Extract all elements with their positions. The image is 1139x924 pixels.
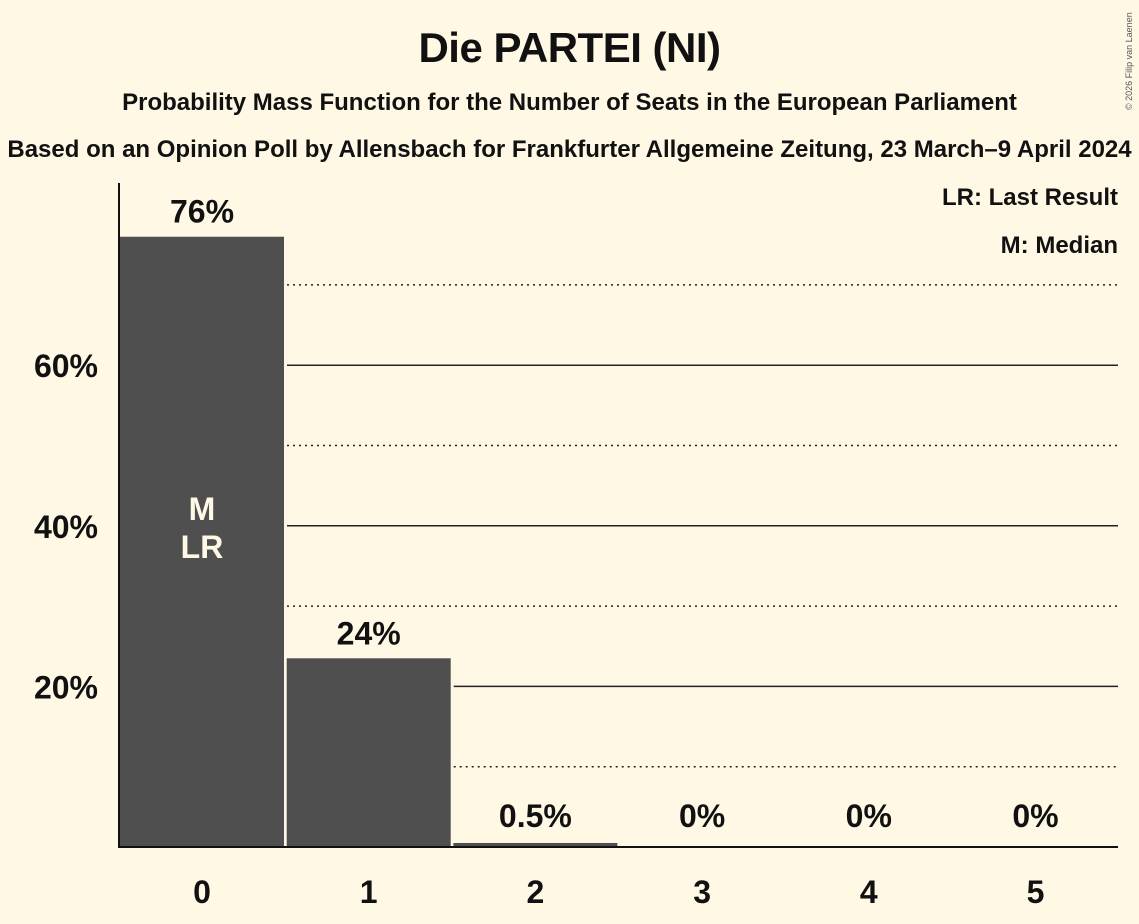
bar-value-label: 76% [170, 194, 234, 230]
y-tick-label: 40% [34, 509, 98, 545]
x-tick-label: 1 [360, 874, 378, 910]
bar-value-label: 24% [337, 615, 401, 651]
x-tick-label: 4 [860, 874, 878, 910]
bar-value-label: 0% [846, 798, 892, 834]
bar-1 [286, 658, 451, 847]
x-tick-label: 2 [527, 874, 545, 910]
legend-last-result: LR: Last Result [941, 184, 1118, 211]
x-tick-label: 5 [1027, 874, 1045, 910]
chart-source-subtitle: Based on an Opinion Poll by Allensbach f… [7, 136, 1132, 163]
y-tick-label: 20% [34, 669, 98, 705]
bar-value-label: 0% [679, 798, 725, 834]
y-tick-label: 60% [34, 348, 98, 384]
bar-0 [120, 236, 284, 848]
legend-median: M: Median [1000, 232, 1118, 259]
x-tick-label: 3 [693, 874, 711, 910]
x-tick-label: 0 [193, 874, 211, 910]
bar-value-label: 0% [1012, 798, 1058, 834]
annotation-last-result: LR [181, 529, 224, 565]
annotation-median: M [189, 491, 216, 527]
bar-2 [453, 842, 618, 847]
bar-value-label: 0.5% [499, 798, 572, 834]
chart-title: Die PARTEI (NI) [418, 24, 721, 71]
chart-subtitle: Probability Mass Function for the Number… [122, 89, 1017, 116]
